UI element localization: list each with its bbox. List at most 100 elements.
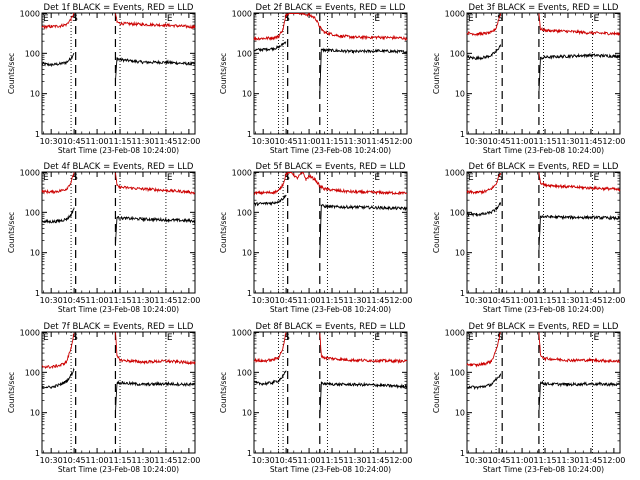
events-series-line [253, 370, 408, 419]
x-axis-label: Start Time (23-Feb-08 10:24:00) [483, 465, 604, 474]
plot-frame [253, 12, 408, 135]
panel-title: Det 2f BLACK = Events, RED = LLD [256, 3, 406, 13]
x-tick-label: 10:30 [252, 137, 275, 146]
y-tick-label: 100 [450, 368, 465, 377]
y-tick-label: 1 [460, 289, 465, 298]
x-tick-label: 12:00 [602, 456, 625, 465]
marker-label: E [468, 333, 474, 343]
y-axis-label: Counts/sec [219, 212, 228, 253]
x-tick-label: 10:30 [40, 137, 63, 146]
panel-title: Det 1f BLACK = Events, RED = LLD [44, 3, 194, 13]
y-tick-label: 1 [35, 449, 40, 458]
y-tick-label: 100 [25, 208, 40, 217]
x-axis-label: Start Time (23-Feb-08 10:24:00) [483, 305, 604, 314]
y-tick-label: 100 [450, 49, 465, 58]
x-tick-label: 11:00 [298, 137, 321, 146]
marker-label: E [374, 14, 380, 24]
y-axis-label: Counts/sec [7, 372, 16, 413]
plot-frame [41, 12, 196, 135]
y-tick-label: 1 [35, 130, 40, 139]
events-series-line [41, 207, 196, 246]
events-series-line [466, 202, 621, 252]
panel-title: Det 5f BLACK = Events, RED = LLD [256, 162, 406, 172]
x-axis-label: Start Time (23-Feb-08 10:24:00) [270, 465, 391, 474]
panel-title: Det 4f BLACK = Events, RED = LLD [44, 162, 194, 172]
panel-6: Det 6f BLACK = Events, RED = LLD 1 10 100 10… [432, 162, 625, 314]
x-tick-label: 11:00 [86, 296, 109, 305]
x-tick-label: 10:30 [252, 296, 275, 305]
y-axis-label: Counts/sec [7, 53, 16, 94]
x-tick-label: 12:00 [389, 137, 412, 146]
marker-label: E [468, 173, 474, 183]
lld-series-line [253, 171, 408, 196]
events-series-line [466, 373, 621, 414]
x-tick-label: 11:15 [533, 137, 556, 146]
x-tick-label: 11:15 [320, 456, 343, 465]
events-series-line [466, 44, 621, 93]
lld-series-line [41, 172, 196, 195]
y-tick-label: 1000 [445, 169, 465, 178]
x-tick-label: 10:30 [465, 137, 488, 146]
y-tick-label: 1 [460, 130, 465, 139]
x-tick-label: 10:45 [488, 296, 511, 305]
marker-label: E [43, 333, 49, 343]
marker-label: E [167, 14, 173, 24]
y-axis-label: Counts/sec [432, 372, 441, 413]
x-tick-label: 10:45 [275, 137, 298, 146]
x-tick-label: 11:45 [154, 456, 177, 465]
y-tick-label: 1 [460, 449, 465, 458]
events-series-line [253, 194, 408, 258]
x-tick-label: 10:30 [40, 456, 63, 465]
y-axis-label: Counts/sec [432, 212, 441, 253]
y-tick-label: 1000 [20, 329, 40, 338]
y-axis-label: Counts/sec [432, 53, 441, 94]
y-tick-label: 100 [237, 49, 252, 58]
x-tick-label: 11:00 [86, 456, 109, 465]
y-tick-label: 10 [30, 249, 40, 258]
y-tick-label: 10 [455, 90, 465, 99]
x-tick-label: 10:30 [252, 456, 275, 465]
events-series-line [41, 367, 196, 414]
marker-label: E [468, 14, 474, 24]
events-series-line [253, 41, 408, 93]
x-tick-label: 11:45 [366, 456, 389, 465]
panel-4: Det 4f BLACK = Events, RED = LLD 1 10 100 10… [7, 162, 200, 314]
y-tick-label: 1 [247, 449, 252, 458]
events-series-line [41, 52, 196, 81]
x-tick-label: 11:45 [579, 296, 602, 305]
x-tick-label: 11:00 [511, 137, 534, 146]
lld-series-line [466, 332, 621, 368]
x-tick-label: 11:30 [131, 137, 154, 146]
y-tick-label: 1000 [232, 10, 252, 19]
y-tick-label: 10 [30, 409, 40, 418]
x-tick-label: 10:45 [63, 137, 86, 146]
x-tick-label: 11:15 [533, 456, 556, 465]
y-tick-label: 10 [455, 409, 465, 418]
x-tick-label: 11:15 [108, 296, 131, 305]
y-tick-label: 10 [242, 249, 252, 258]
x-tick-label: 11:00 [86, 137, 109, 146]
panel-2: Det 2f BLACK = Events, RED = LLD 1 10 100 10… [219, 3, 412, 155]
x-tick-label: 12:00 [389, 296, 412, 305]
x-tick-label: 11:15 [320, 296, 343, 305]
y-tick-label: 100 [237, 368, 252, 377]
panel-5: Det 5f BLACK = Events, RED = LLD 1 10 100 10… [219, 162, 412, 314]
y-axis-label: Counts/sec [7, 212, 16, 253]
x-tick-label: 11:15 [108, 137, 131, 146]
x-tick-label: 12:00 [177, 456, 200, 465]
x-tick-label: 11:00 [511, 296, 534, 305]
x-tick-label: 11:45 [366, 296, 389, 305]
y-tick-label: 10 [30, 90, 40, 99]
marker-label: E [43, 173, 49, 183]
x-tick-label: 12:00 [177, 296, 200, 305]
x-tick-label: 11:30 [343, 296, 366, 305]
panel-1: Det 1f BLACK = Events, RED = LLD 1 10 100 10… [7, 3, 200, 155]
x-tick-label: 11:30 [343, 137, 366, 146]
marker-label: E [593, 14, 599, 24]
y-tick-label: 100 [25, 49, 40, 58]
panel-title: Det 6f BLACK = Events, RED = LLD [469, 162, 619, 172]
x-tick-label: 11:30 [131, 296, 154, 305]
x-tick-label: 11:30 [343, 456, 366, 465]
marker-label: S [497, 333, 503, 343]
y-tick-label: 1000 [445, 329, 465, 338]
